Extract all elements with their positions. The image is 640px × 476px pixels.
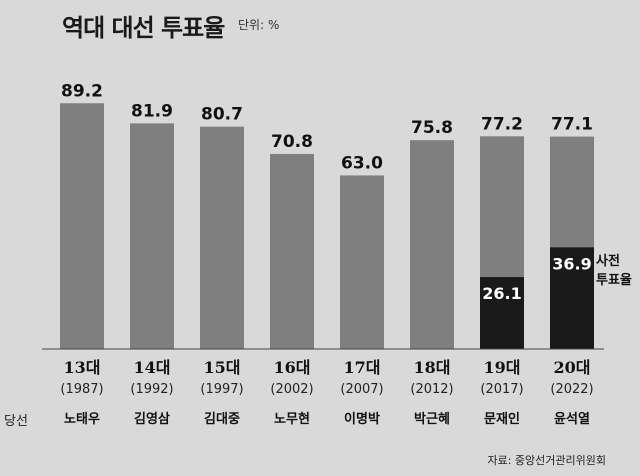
x-tick-year-label: (2007)	[340, 382, 383, 397]
x-tick-label: 19대	[484, 358, 521, 377]
turnout-bar	[130, 123, 174, 349]
x-tick-label: 17대	[344, 358, 381, 377]
turnout-value-label: 81.9	[131, 101, 173, 121]
x-tick-label: 15대	[204, 358, 241, 377]
winner-name: 박근혜	[414, 411, 450, 427]
early-vote-value-label: 26.1	[482, 284, 521, 303]
winner-name: 김대중	[204, 412, 240, 427]
x-tick-year-label: (1992)	[130, 382, 173, 397]
turnout-value-label: 70.8	[271, 132, 313, 152]
source-note: 자료: 중앙선거관리위원회	[487, 454, 606, 467]
winner-name: 노무현	[274, 411, 310, 427]
turnout-bar	[60, 103, 104, 349]
x-tick-year-label: (2017)	[480, 382, 523, 397]
x-tick-year-label: (1987)	[60, 382, 103, 397]
winner-name: 노태우	[64, 412, 100, 427]
x-tick-year-label: (1997)	[200, 382, 243, 397]
turnout-value-label: 63.0	[341, 153, 383, 173]
turnout-value-label: 80.7	[201, 105, 243, 125]
early-vote-bar	[480, 277, 524, 349]
winner-name: 김영삼	[134, 411, 170, 427]
turnout-value-label: 75.8	[411, 118, 453, 138]
winner-name: 이명박	[344, 411, 380, 427]
turnout-bar	[200, 126, 244, 349]
turnout-bar	[340, 175, 384, 349]
x-tick-label: 16대	[274, 358, 311, 377]
x-tick-year-label: (2022)	[550, 382, 593, 397]
x-tick-year-label: (2012)	[410, 382, 453, 397]
winner-name: 윤석열	[554, 411, 590, 427]
unit-label: 단위: %	[238, 18, 280, 32]
early-vote-legend-label: 사전 투표율	[596, 254, 632, 288]
turnout-value-label: 77.2	[481, 114, 523, 134]
early-vote-value-label: 36.9	[552, 254, 591, 273]
x-tick-label: 20대	[554, 358, 591, 377]
x-tick-label: 13대	[64, 358, 101, 377]
chart-title: 역대 대선 투표율	[62, 14, 225, 42]
turnout-bar	[270, 153, 314, 349]
early-vote-bar	[550, 247, 594, 349]
turnout-value-label: 89.2	[61, 81, 103, 101]
x-tick-label: 18대	[414, 358, 451, 377]
winner-row-header: 당선	[4, 414, 28, 429]
x-tick-year-label: (2002)	[270, 382, 313, 397]
winner-name: 문재인	[484, 411, 520, 427]
turnout-value-label: 77.1	[551, 115, 593, 135]
x-tick-label: 14대	[134, 358, 171, 377]
turnout-bar	[410, 140, 454, 349]
